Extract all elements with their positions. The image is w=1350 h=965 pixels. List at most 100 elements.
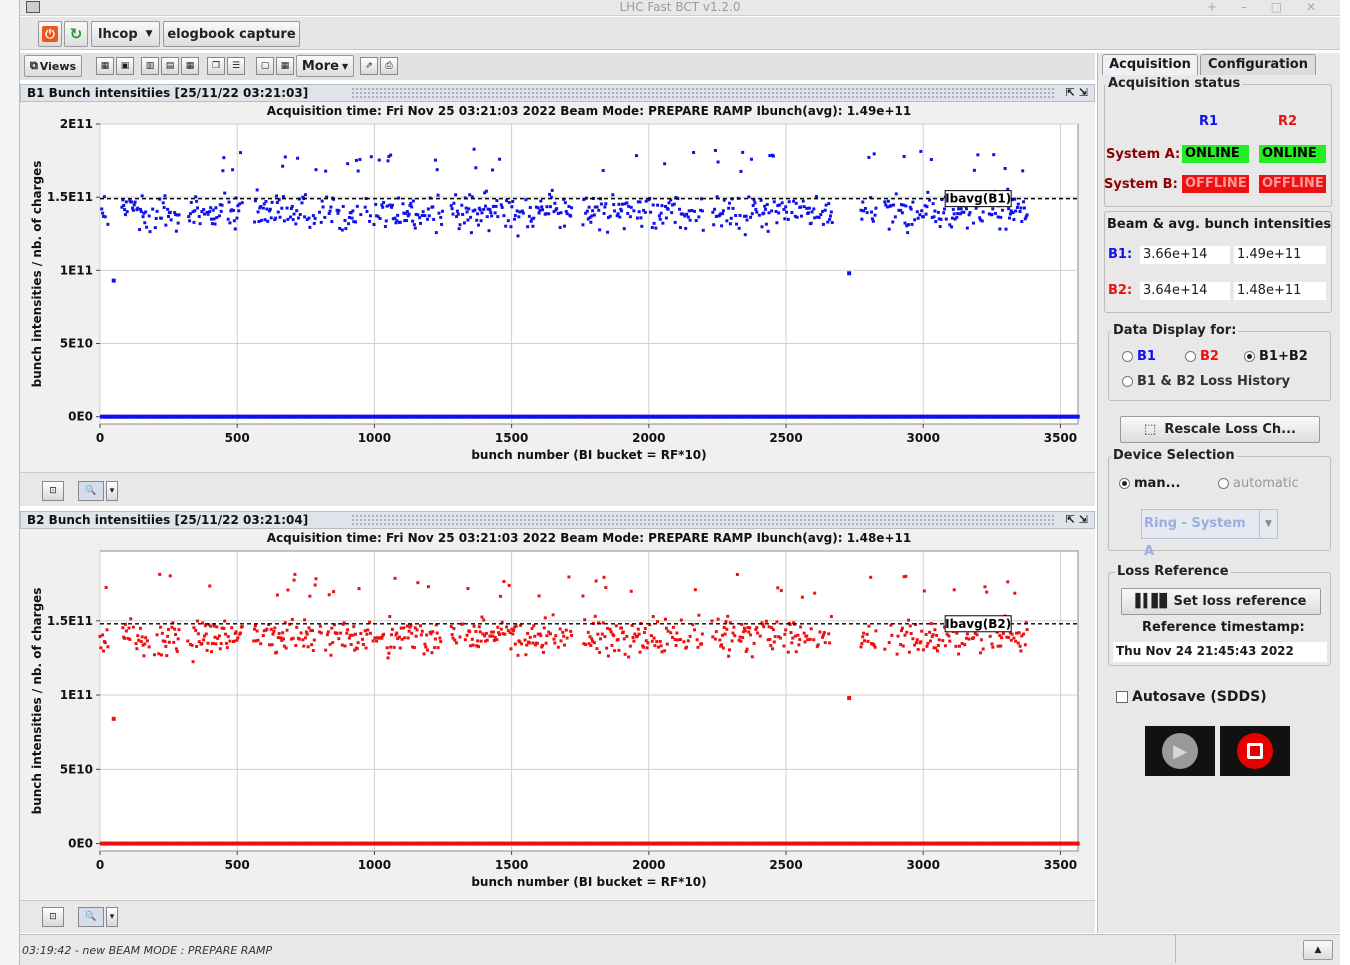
display-b1b2-radio[interactable]: B1+B2: [1244, 349, 1308, 364]
data-point: [727, 654, 731, 658]
data-point: [588, 216, 592, 220]
more-button[interactable]: More ▼: [296, 55, 354, 77]
data-point: [743, 233, 747, 237]
layout-tile-icon[interactable]: ▣: [116, 57, 134, 75]
data-point: [267, 209, 271, 213]
elogbook-capture-button[interactable]: elogbook capture: [163, 21, 300, 47]
data-point-empty: [472, 414, 478, 419]
data-point: [431, 205, 435, 209]
window-cascade-icon[interactable]: ❐: [207, 57, 225, 75]
data-point: [311, 649, 315, 653]
data-point: [783, 632, 787, 636]
set-loss-reference-button[interactable]: ▌▍▋▊ Set loss reference: [1121, 588, 1321, 615]
device-automatic-radio[interactable]: automatic: [1218, 476, 1299, 491]
device-manual-radio[interactable]: man...: [1119, 476, 1180, 491]
views-icon: ⧉: [29, 59, 38, 72]
y-tick-label: 0E0: [68, 837, 93, 851]
data-point-empty: [817, 414, 823, 419]
data-point: [565, 212, 569, 216]
window-controls[interactable]: + – □ ✕: [1207, 0, 1326, 14]
fit-icon[interactable]: ⊡: [42, 481, 64, 501]
data-point-empty: [827, 841, 833, 846]
start-button[interactable]: ▶: [1145, 726, 1215, 776]
data-point: [874, 206, 878, 210]
expand-log-button[interactable]: ▲: [1303, 940, 1333, 960]
display-loss-history-radio[interactable]: B1 & B2 Loss History: [1122, 374, 1290, 389]
data-point: [734, 214, 738, 218]
b1-intensity-chart[interactable]: Acquisition time: Fri Nov 25 03:21:03 20…: [20, 102, 1095, 472]
layout-rows-icon[interactable]: ▤: [161, 57, 179, 75]
tab-acquisition[interactable]: Acquisition: [1102, 54, 1198, 75]
data-point: [636, 627, 640, 631]
data-point: [159, 653, 163, 657]
rescale-loss-chart-button[interactable]: ⬚ Rescale Loss Ch...: [1120, 416, 1320, 443]
data-point-empty: [554, 841, 560, 846]
window-list-icon[interactable]: ☰: [227, 57, 245, 75]
data-point-empty: [1074, 414, 1080, 419]
data-point-empty: [481, 414, 487, 419]
zoom-icon[interactable]: 🔍: [78, 907, 104, 927]
panel-icon[interactable]: ▢: [256, 57, 274, 75]
detach-icon[interactable]: ⇱ ⇲: [1065, 86, 1088, 99]
data-point: [435, 168, 439, 172]
data-point-empty: [501, 414, 507, 419]
print-icon[interactable]: ⎙: [380, 57, 398, 75]
detach-icon[interactable]: ⇱ ⇲: [1065, 513, 1088, 526]
data-point: [686, 639, 690, 643]
data-point: [195, 199, 199, 203]
data-point: [981, 210, 985, 214]
data-point: [999, 215, 1003, 219]
layout-grid-icon[interactable]: ▦: [96, 57, 114, 75]
autosave-checkbox[interactable]: Autosave (SDDS): [1116, 689, 1267, 705]
chevron-down-icon[interactable]: ▾: [106, 481, 118, 501]
context-selector[interactable]: lhcop ▼: [91, 21, 160, 47]
data-point: [224, 641, 228, 645]
data-point-empty: [561, 841, 567, 846]
data-point: [381, 205, 385, 209]
views-button[interactable]: ⧉ Views: [24, 55, 82, 77]
data-point: [787, 200, 791, 204]
display-b2-radio[interactable]: B2: [1185, 349, 1219, 364]
power-button[interactable]: ⏻: [38, 21, 62, 47]
data-point: [942, 211, 946, 215]
data-point-empty: [962, 414, 968, 419]
data-point: [380, 203, 384, 207]
layout-quad-icon[interactable]: ▦: [181, 57, 199, 75]
data-point-empty: [580, 841, 586, 846]
data-point: [558, 225, 562, 229]
zoom-icon[interactable]: 🔍: [78, 481, 104, 501]
data-point: [498, 632, 502, 636]
data-point-empty: [561, 414, 567, 419]
tab-configuration[interactable]: Configuration: [1200, 54, 1316, 75]
data-point: [620, 202, 624, 206]
display-b2-label: B2: [1200, 349, 1219, 364]
data-point: [829, 615, 833, 619]
data-point: [252, 639, 256, 643]
data-point: [694, 219, 698, 223]
data-point: [405, 624, 409, 628]
fit-icon[interactable]: ⊡: [42, 907, 64, 927]
stop-button[interactable]: [1220, 726, 1290, 776]
layout-columns-icon[interactable]: ▥: [141, 57, 159, 75]
data-point: [592, 213, 596, 217]
data-point: [957, 207, 961, 211]
data-point: [816, 643, 820, 647]
x-tick-label: 0: [96, 858, 104, 872]
data-point: [514, 624, 518, 628]
export-chart-icon[interactable]: ⇗: [360, 57, 378, 75]
device-select[interactable]: Ring - System A ▼: [1141, 509, 1278, 559]
data-point: [268, 207, 272, 211]
table-icon[interactable]: ▦: [276, 57, 294, 75]
refresh-button[interactable]: ↻: [64, 21, 88, 47]
chevron-down-icon[interactable]: ▾: [106, 907, 118, 927]
x-tick-label: 2500: [769, 858, 802, 872]
data-point-empty: [172, 414, 178, 419]
data-point: [233, 631, 237, 635]
data-point: [423, 642, 427, 646]
b2-intensity-chart[interactable]: Acquisition time: Fri Nov 25 03:21:03 20…: [20, 529, 1095, 900]
display-b1-radio[interactable]: B1: [1122, 349, 1156, 364]
data-point: [775, 620, 779, 624]
data-point: [608, 214, 612, 218]
data-point: [303, 636, 307, 640]
data-point: [102, 649, 106, 653]
